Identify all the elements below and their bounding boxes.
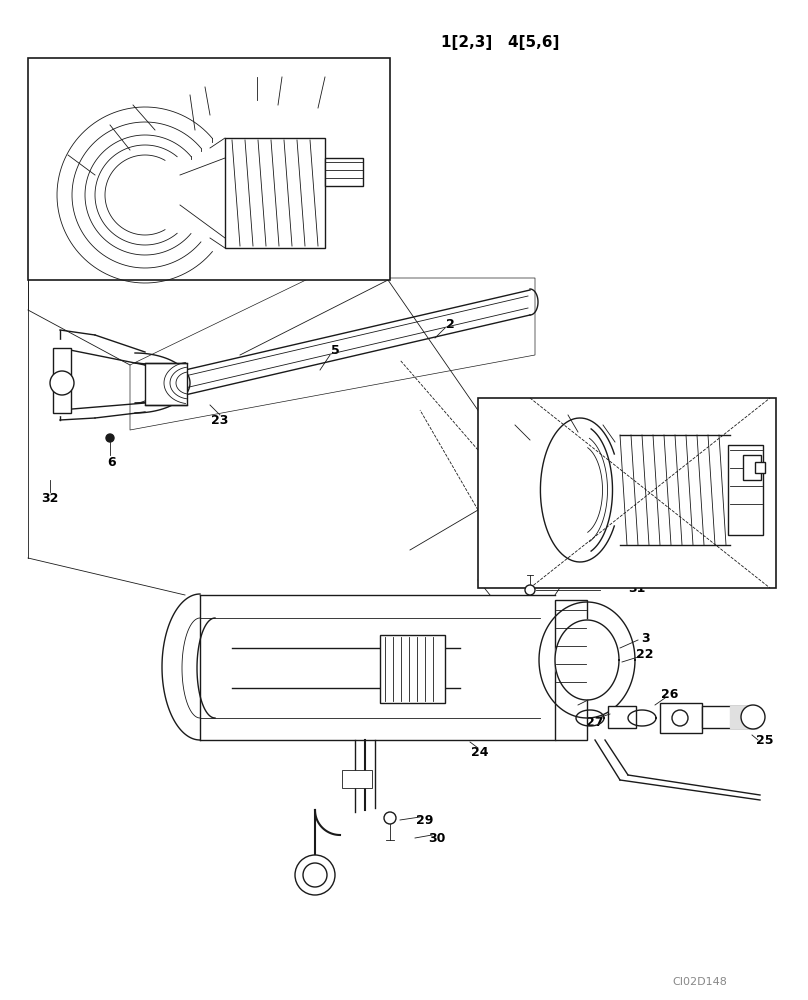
Text: 28: 28 — [566, 704, 583, 716]
Circle shape — [525, 585, 535, 595]
Text: 11: 11 — [179, 84, 197, 97]
Circle shape — [303, 863, 327, 887]
Circle shape — [741, 705, 765, 729]
Text: 32: 32 — [41, 491, 59, 504]
Text: 31: 31 — [629, 582, 646, 594]
Text: 23: 23 — [212, 414, 229, 426]
Text: 12: 12 — [95, 115, 112, 128]
Text: 8: 8 — [124, 96, 133, 108]
Text: 25: 25 — [756, 734, 774, 746]
Polygon shape — [55, 340, 70, 415]
Text: 26: 26 — [661, 688, 679, 702]
Bar — [145, 363, 187, 405]
Polygon shape — [555, 620, 619, 700]
Circle shape — [106, 434, 114, 442]
Bar — [53, 348, 71, 413]
Text: 16: 16 — [196, 76, 213, 89]
Text: 14,15: 14,15 — [312, 66, 351, 79]
Text: 13: 13 — [49, 145, 67, 158]
Bar — [555, 600, 587, 740]
Circle shape — [384, 812, 396, 824]
Text: 6: 6 — [107, 456, 116, 468]
Text: 18: 18 — [557, 403, 574, 416]
Text: 5: 5 — [330, 344, 339, 357]
Text: 1[2,3]   4[5,6]: 1[2,3] 4[5,6] — [441, 34, 559, 49]
Bar — [342, 770, 372, 788]
Text: 3: 3 — [641, 632, 650, 645]
Circle shape — [295, 855, 335, 895]
Text: 21: 21 — [663, 412, 681, 424]
Bar — [478, 398, 776, 588]
Circle shape — [672, 710, 688, 726]
Text: 20: 20 — [663, 398, 681, 412]
Bar — [660, 703, 702, 733]
Text: CI02D148: CI02D148 — [672, 977, 727, 987]
Bar — [28, 58, 390, 280]
Text: 24: 24 — [471, 746, 489, 758]
Bar — [755, 462, 765, 473]
Bar — [380, 635, 445, 703]
Text: 2: 2 — [446, 318, 454, 332]
Bar — [728, 445, 763, 535]
Text: 22: 22 — [636, 648, 654, 662]
Text: 9: 9 — [253, 66, 261, 79]
Text: 17: 17 — [499, 414, 516, 426]
Bar — [743, 455, 761, 480]
Bar — [325, 158, 363, 186]
Circle shape — [50, 371, 74, 395]
Text: 27: 27 — [587, 716, 604, 728]
Text: 10: 10 — [273, 66, 291, 79]
Polygon shape — [130, 278, 535, 430]
Polygon shape — [730, 706, 757, 728]
Text: 29: 29 — [416, 814, 434, 826]
Text: 30: 30 — [428, 832, 446, 844]
Bar — [702, 706, 757, 728]
Bar — [608, 706, 636, 728]
Text: 19: 19 — [591, 414, 608, 426]
Bar — [225, 138, 325, 248]
